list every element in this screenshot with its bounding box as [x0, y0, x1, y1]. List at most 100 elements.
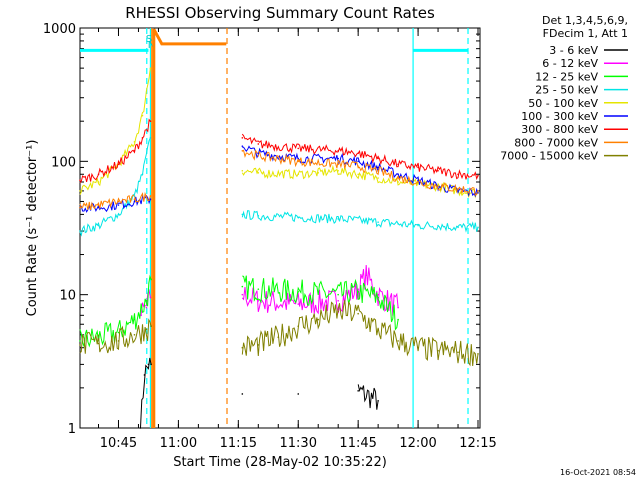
- data-point: [297, 173, 300, 176]
- data-point: [377, 221, 379, 223]
- data-point: [133, 334, 136, 336]
- data-point: [357, 173, 359, 176]
- legend-label: 100 - 300 keV: [521, 110, 598, 123]
- series-line: [242, 145, 479, 198]
- data-point: [79, 340, 81, 342]
- data-point: [97, 206, 100, 209]
- y-tick-label: 10: [59, 289, 76, 304]
- legend-header-line: Det 1,3,4,5,6,9,: [542, 14, 628, 27]
- y-tick-label: 1000: [43, 22, 76, 37]
- data-point: [133, 198, 136, 200]
- data-point: [297, 291, 300, 293]
- data-point: [397, 163, 399, 166]
- y-axis-label: Count Rate (s⁻¹ detector⁻¹): [25, 140, 40, 317]
- data-point: [140, 314, 142, 317]
- data-point: [97, 181, 100, 183]
- data-point: [317, 172, 320, 174]
- data-point: [297, 303, 300, 305]
- data-point: [141, 173, 144, 176]
- data-point: [257, 299, 260, 302]
- data-point: [357, 152, 359, 155]
- data-point: [241, 149, 244, 152]
- data-point: [357, 165, 359, 167]
- footer-date: 16-Oct-2021 08:54: [560, 468, 636, 477]
- data-point: [417, 166, 419, 169]
- data-point: [357, 288, 359, 290]
- data-point: [357, 312, 359, 315]
- series-line: [241, 164, 479, 199]
- data-point: [257, 344, 260, 346]
- data-point: [141, 137, 144, 139]
- data-point: [150, 278, 152, 281]
- series-line: [140, 357, 152, 429]
- flag-label-n: N: [148, 40, 155, 51]
- data-point: [377, 166, 379, 169]
- data-point: [241, 169, 244, 172]
- data-point: [377, 177, 379, 179]
- y-tick-label: 100: [51, 155, 76, 170]
- data-point: [417, 182, 419, 185]
- legend-label: 300 - 800 keV: [521, 123, 598, 136]
- data-point: [241, 393, 244, 395]
- data-point: [377, 293, 379, 296]
- data-point: [337, 163, 339, 166]
- data-point: [397, 340, 399, 342]
- data-point: [377, 157, 379, 160]
- y-tick-label: 1: [68, 422, 76, 437]
- x-tick-label: 11:30: [280, 436, 317, 451]
- data-point: [437, 185, 439, 188]
- data-point: [337, 310, 339, 313]
- data-point: [437, 169, 439, 172]
- x-tick-label: 11:15: [220, 436, 257, 451]
- plot-frame: [79, 27, 481, 429]
- data-point: [145, 306, 148, 309]
- legend-label: 25 - 50 keV: [535, 84, 598, 97]
- series-line: [79, 191, 151, 210]
- series-line: [79, 118, 151, 184]
- data-point: [317, 318, 320, 321]
- data-point: [141, 114, 144, 117]
- data-point: [417, 346, 419, 349]
- data-point: [257, 215, 260, 217]
- x-tick-label: 11:45: [339, 436, 376, 451]
- series-line: [241, 210, 479, 233]
- data-point: [397, 173, 399, 176]
- series-line: [241, 264, 399, 316]
- data-point: [297, 325, 300, 328]
- data-point: [149, 195, 152, 197]
- data-point: [477, 353, 479, 355]
- data-point: [397, 223, 399, 225]
- attenuator-state-line: [152, 28, 227, 428]
- data-point: [257, 152, 260, 155]
- data-point: [337, 218, 339, 220]
- data-point: [147, 363, 150, 366]
- data-point: [337, 299, 339, 302]
- legend-label: 50 - 100 keV: [528, 97, 598, 110]
- data-point: [133, 318, 136, 321]
- data-point: [257, 155, 260, 157]
- data-point: [397, 181, 399, 183]
- data-point: [149, 137, 152, 139]
- data-point: [457, 188, 459, 190]
- data-point: [417, 181, 419, 183]
- data-point: [97, 342, 100, 345]
- x-tick-label: 12:00: [399, 436, 436, 451]
- series-line: [79, 318, 152, 354]
- data-point: [377, 169, 379, 172]
- data-point: [117, 204, 120, 206]
- data-point: [79, 230, 81, 232]
- data-point: [241, 145, 244, 147]
- legend-label: 800 - 7000 keV: [514, 136, 598, 149]
- data-point: [397, 306, 399, 309]
- data-point: [241, 346, 244, 349]
- legend-label: 6 - 12 keV: [542, 57, 598, 70]
- x-tick-label: 10:45: [100, 436, 137, 451]
- chart-title: RHESSI Observing Summary Count Rates: [125, 4, 435, 22]
- data-point: [145, 328, 148, 331]
- data-point: [337, 293, 339, 296]
- data-point: [149, 67, 152, 69]
- data-point: [357, 291, 359, 293]
- series-line: [241, 299, 479, 367]
